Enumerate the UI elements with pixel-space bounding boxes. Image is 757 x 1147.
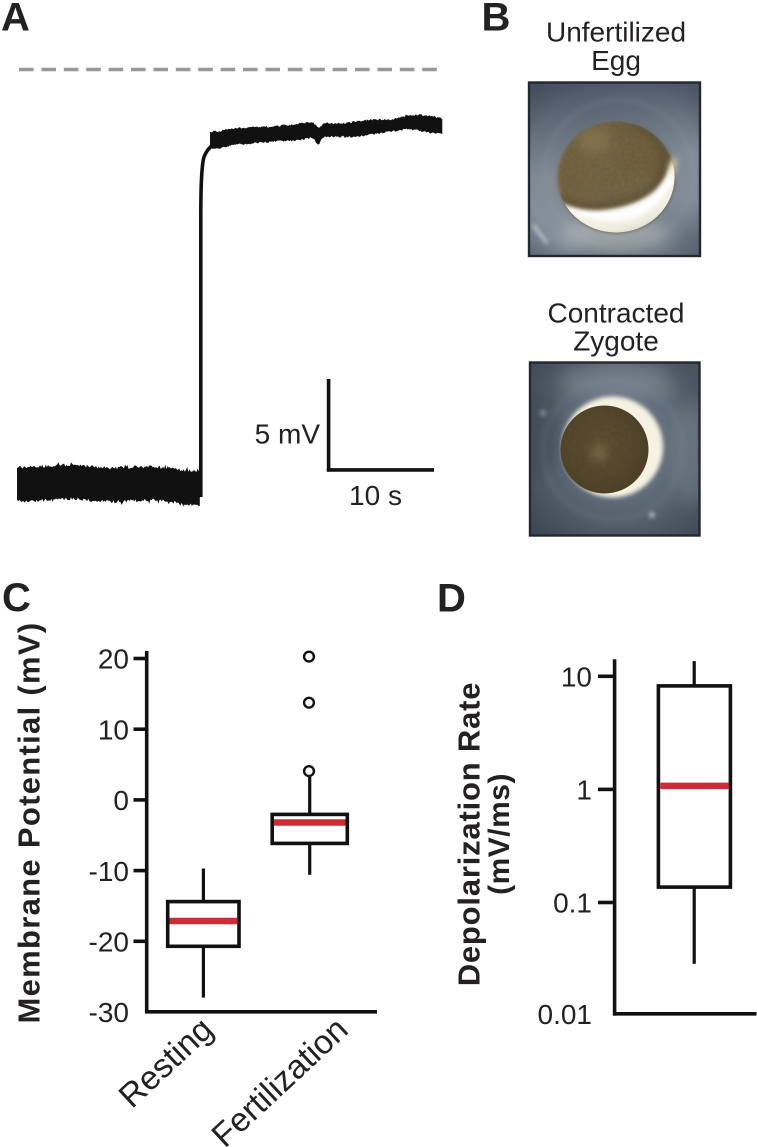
svg-text:-10: -10: [89, 856, 129, 887]
svg-text:C: C: [2, 576, 31, 620]
svg-text:1: 1: [576, 775, 592, 806]
svg-text:0.01: 0.01: [538, 999, 593, 1030]
svg-text:10 s: 10 s: [349, 480, 402, 511]
svg-text:D: D: [437, 577, 466, 621]
svg-text:Contracted: Contracted: [548, 298, 685, 329]
svg-text:A: A: [1, 0, 30, 40]
svg-text:Egg: Egg: [591, 45, 641, 76]
svg-text:-20: -20: [89, 927, 129, 958]
svg-text:Depolarization Rate: Depolarization Rate: [452, 682, 487, 987]
svg-text:(mV/ms): (mV/ms): [483, 773, 516, 895]
svg-text:0: 0: [113, 785, 129, 816]
svg-text:Fertilization: Fertilization: [205, 1011, 356, 1147]
svg-text:B: B: [482, 0, 511, 40]
svg-text:10: 10: [98, 714, 129, 745]
svg-text:Unfertilized: Unfertilized: [546, 17, 686, 48]
svg-text:Zygote: Zygote: [573, 326, 659, 357]
svg-text:20: 20: [98, 644, 129, 675]
svg-text:0.1: 0.1: [553, 888, 592, 919]
svg-text:5 mV: 5 mV: [255, 419, 321, 450]
svg-text:-30: -30: [89, 997, 129, 1028]
svg-text:10: 10: [561, 662, 592, 693]
svg-text:Membrane Potential (mV): Membrane Potential (mV): [12, 622, 47, 1024]
